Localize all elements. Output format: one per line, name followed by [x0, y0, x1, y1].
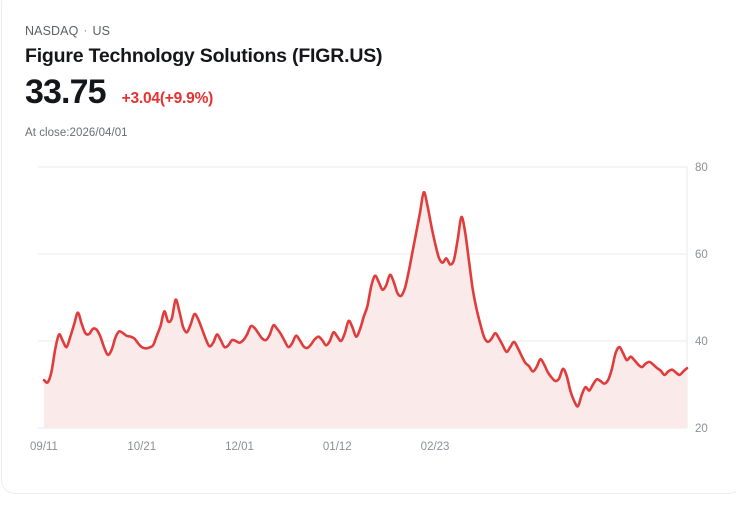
exchange-row: NASDAQ · US [25, 23, 705, 39]
x-axis-tick-label: 10/21 [127, 441, 156, 453]
exchange-name: NASDAQ [25, 24, 79, 38]
price-chart[interactable]: 20 40 60 80 09/11 10/21 12/01 01/12 02/23 [2, 151, 736, 471]
quote-row: 33.75 +3.04(+9.9%) [25, 73, 213, 111]
chart-y-axis-labels: 20 40 60 80 [695, 162, 708, 435]
x-axis-tick-label: 12/01 [225, 441, 254, 453]
x-axis-tick-label: 01/12 [323, 441, 352, 453]
price-chart-svg[interactable]: 20 40 60 80 09/11 10/21 12/01 01/12 02/23 [2, 151, 736, 471]
y-axis-tick-label: 60 [695, 249, 708, 261]
chart-x-axis-labels: 09/11 10/21 12/01 01/12 02/23 [30, 441, 449, 453]
y-axis-tick-label: 80 [695, 162, 708, 174]
y-axis-tick-label: 40 [695, 336, 708, 348]
market-status-note: At close:2026/04/01 [25, 127, 128, 139]
x-axis-tick-label: 02/23 [421, 441, 450, 453]
quote-card: NASDAQ · US Figure Technology Solutions (F… [1, 0, 736, 494]
x-axis-tick-label: 09/11 [30, 441, 58, 453]
chart-area-fill [44, 192, 687, 428]
price-change: +3.04(+9.9%) [121, 90, 214, 107]
chart-line [42, 190, 689, 408]
y-axis-tick-label: 20 [695, 423, 708, 435]
current-price: 33.75 [25, 73, 106, 111]
quote-header: NASDAQ · US Figure Technology Solutions (F… [25, 23, 705, 68]
page-title: Figure Technology Solutions (FIGR.US) [25, 45, 383, 67]
separator-dot: · [83, 23, 88, 37]
region-label: US [92, 24, 111, 38]
